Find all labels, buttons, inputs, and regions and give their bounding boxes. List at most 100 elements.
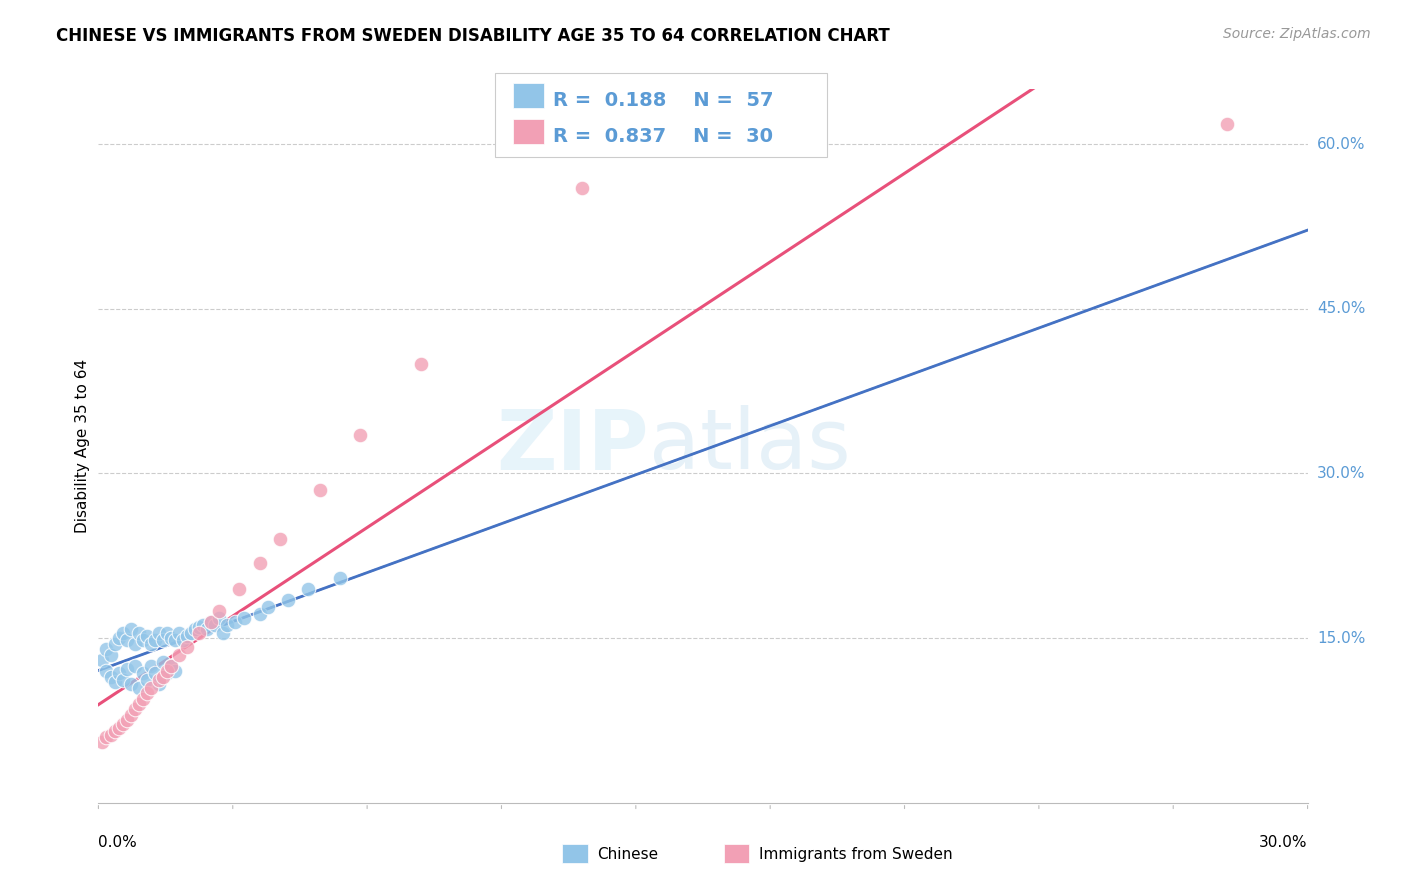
Point xyxy=(111,673,134,687)
Text: 30.0%: 30.0% xyxy=(1260,835,1308,850)
Point xyxy=(160,658,183,673)
Point xyxy=(249,607,271,621)
Point xyxy=(111,716,134,731)
Y-axis label: Disability Age 35 to 64: Disability Age 35 to 64 xyxy=(75,359,90,533)
Point xyxy=(184,623,207,637)
Point xyxy=(329,571,352,585)
Text: 15.0%: 15.0% xyxy=(1317,631,1365,646)
Point xyxy=(143,633,166,648)
Point xyxy=(200,615,222,629)
Point xyxy=(103,675,125,690)
Point xyxy=(188,625,211,640)
Point xyxy=(224,615,246,629)
Point xyxy=(107,631,129,645)
Point xyxy=(124,637,146,651)
Point xyxy=(120,677,142,691)
Point xyxy=(135,629,157,643)
Point xyxy=(160,631,183,645)
Point xyxy=(91,735,114,749)
Point xyxy=(167,648,190,662)
Point xyxy=(269,533,291,547)
Text: R =  0.188    N =  57: R = 0.188 N = 57 xyxy=(553,91,773,110)
Point xyxy=(128,681,150,695)
Point xyxy=(208,604,231,618)
Point xyxy=(1216,117,1239,131)
Text: CHINESE VS IMMIGRANTS FROM SWEDEN DISABILITY AGE 35 TO 64 CORRELATION CHART: CHINESE VS IMMIGRANTS FROM SWEDEN DISABI… xyxy=(56,27,890,45)
Point xyxy=(120,623,142,637)
Point xyxy=(135,686,157,700)
Point xyxy=(132,633,155,648)
Point xyxy=(103,724,125,739)
Point xyxy=(135,673,157,687)
Point xyxy=(128,625,150,640)
Point xyxy=(139,637,162,651)
Point xyxy=(160,658,183,673)
Point xyxy=(132,691,155,706)
Text: Source: ZipAtlas.com: Source: ZipAtlas.com xyxy=(1223,27,1371,41)
Point xyxy=(204,618,226,632)
Point xyxy=(176,640,198,654)
Point xyxy=(156,666,179,681)
Point xyxy=(139,658,162,673)
Point xyxy=(349,428,371,442)
Text: Immigrants from Sweden: Immigrants from Sweden xyxy=(759,847,953,862)
Point xyxy=(309,483,332,497)
Point xyxy=(143,666,166,681)
Point xyxy=(100,669,122,683)
Point xyxy=(152,655,174,669)
Point xyxy=(167,625,190,640)
Point xyxy=(188,620,211,634)
Point xyxy=(409,357,432,371)
Text: 30.0%: 30.0% xyxy=(1317,466,1365,481)
Point xyxy=(96,730,118,744)
Point xyxy=(193,618,215,632)
Point xyxy=(256,600,278,615)
Point xyxy=(212,625,235,640)
Point xyxy=(100,728,122,742)
Point xyxy=(124,702,146,716)
Point xyxy=(91,653,114,667)
Point xyxy=(152,633,174,648)
Point xyxy=(249,557,271,571)
Point xyxy=(232,611,254,625)
Point xyxy=(571,181,593,195)
Point xyxy=(96,642,118,657)
Point xyxy=(156,664,179,678)
Point xyxy=(139,681,162,695)
Point xyxy=(132,666,155,681)
Point xyxy=(163,633,186,648)
Text: 45.0%: 45.0% xyxy=(1317,301,1365,317)
Point xyxy=(148,677,170,691)
Text: ZIP: ZIP xyxy=(496,406,648,486)
Point xyxy=(120,708,142,723)
Point xyxy=(163,664,186,678)
Point xyxy=(208,611,231,625)
Point xyxy=(128,697,150,711)
Point xyxy=(107,666,129,681)
Point xyxy=(277,592,299,607)
Point xyxy=(156,625,179,640)
Text: 0.0%: 0.0% xyxy=(98,835,138,850)
Point xyxy=(200,615,222,629)
Point xyxy=(103,637,125,651)
Point xyxy=(172,633,194,648)
Point xyxy=(152,669,174,683)
Point xyxy=(217,618,239,632)
Point xyxy=(228,582,250,596)
Point xyxy=(111,625,134,640)
Point xyxy=(115,633,138,648)
Point xyxy=(107,721,129,735)
Point xyxy=(297,582,319,596)
Text: 60.0%: 60.0% xyxy=(1317,136,1365,152)
Point xyxy=(195,623,218,637)
Point xyxy=(176,629,198,643)
Point xyxy=(148,625,170,640)
Text: atlas: atlas xyxy=(648,406,851,486)
Point xyxy=(148,673,170,687)
Point xyxy=(115,662,138,676)
Text: R =  0.837    N =  30: R = 0.837 N = 30 xyxy=(553,127,772,145)
Point xyxy=(124,658,146,673)
Point xyxy=(96,664,118,678)
Point xyxy=(100,648,122,662)
Point xyxy=(115,714,138,728)
